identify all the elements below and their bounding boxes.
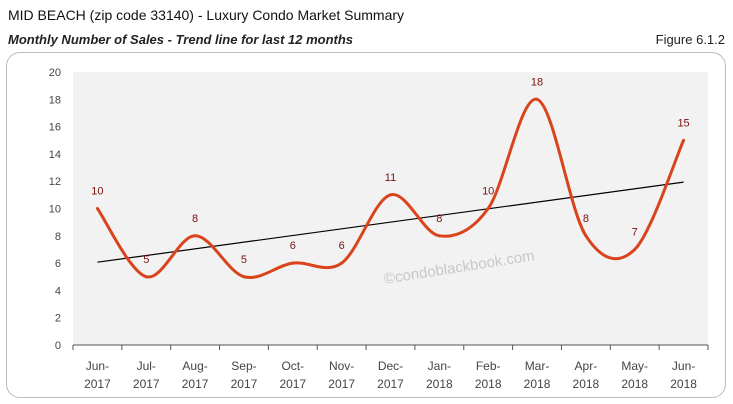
x-tick-label: Jun- [86,359,109,373]
data-point [584,234,588,238]
data-point [144,275,148,279]
data-point [633,247,637,251]
data-label: 11 [385,172,396,184]
data-label: 8 [192,213,198,225]
x-tick-label: 2018 [475,377,502,391]
x-tick-label: 2017 [182,377,209,391]
x-tick-label: 2017 [84,377,111,391]
x-tick-label: Mar- [525,359,550,373]
x-tick-label: Jun- [672,359,695,373]
y-tick-label: 18 [49,94,61,106]
plot-area [73,72,708,345]
y-tick-label: 16 [49,122,61,134]
data-label: 6 [290,240,296,252]
data-point [486,207,490,210]
data-point [193,234,197,238]
y-tick-label: 20 [49,67,61,79]
figure-number: Figure 6.1.2 [655,32,725,47]
data-label: 10 [482,186,494,198]
x-tick-label: 2018 [524,377,551,391]
chart-subtitle: Monthly Number of Sales - Trend line for… [8,32,354,47]
x-tick-label: 2017 [328,377,355,391]
x-tick-label: 2018 [426,377,453,391]
data-point [389,193,392,197]
data-point [242,275,246,279]
y-tick-label: 2 [55,313,61,325]
x-tick-label: May- [621,359,648,373]
data-point [95,207,99,210]
data-point [291,261,295,265]
y-tick-label: 0 [55,340,61,352]
x-tick-label: 2018 [573,377,600,391]
y-tick-label: 4 [55,285,61,297]
x-tick-label: Oct- [281,359,304,373]
chart-title: MID BEACH (zip code 33140) - Luxury Cond… [8,7,405,23]
data-label: 5 [241,254,247,266]
x-tick-label: Sep- [231,359,256,373]
data-label: 5 [143,254,149,266]
y-tick-label: 12 [49,176,61,188]
x-tick-label: 2017 [133,377,160,391]
x-tick-label: Feb- [476,359,501,373]
data-label: 10 [91,186,103,198]
x-tick-label: 2018 [670,377,697,391]
x-tick-label: 2018 [621,377,648,391]
data-label: 8 [583,213,589,225]
y-tick-label: 6 [55,258,61,270]
data-label: 18 [531,76,543,88]
x-tick-label: Aug- [182,359,207,373]
data-label: 7 [632,226,638,238]
data-label: 8 [436,213,442,225]
x-tick-label: Dec- [378,359,403,373]
trend-line [97,181,684,263]
x-tick-label: Apr- [575,359,598,373]
y-tick-label: 10 [49,204,61,216]
x-tick-label: 2017 [279,377,306,391]
data-point [535,97,539,101]
data-point [340,261,344,265]
data-label: 6 [339,240,345,252]
y-tick-label: 8 [55,231,61,243]
chart-frame [6,52,726,398]
x-tick-label: Jan- [428,359,451,373]
data-label: 15 [677,117,689,129]
y-tick-label: 14 [49,149,61,161]
x-tick-label: 2017 [377,377,404,391]
x-tick-label: Jul- [137,359,156,373]
data-point [437,234,441,238]
data-point [682,138,686,142]
x-tick-label: Nov- [329,359,354,373]
x-tick-label: 2017 [231,377,258,391]
